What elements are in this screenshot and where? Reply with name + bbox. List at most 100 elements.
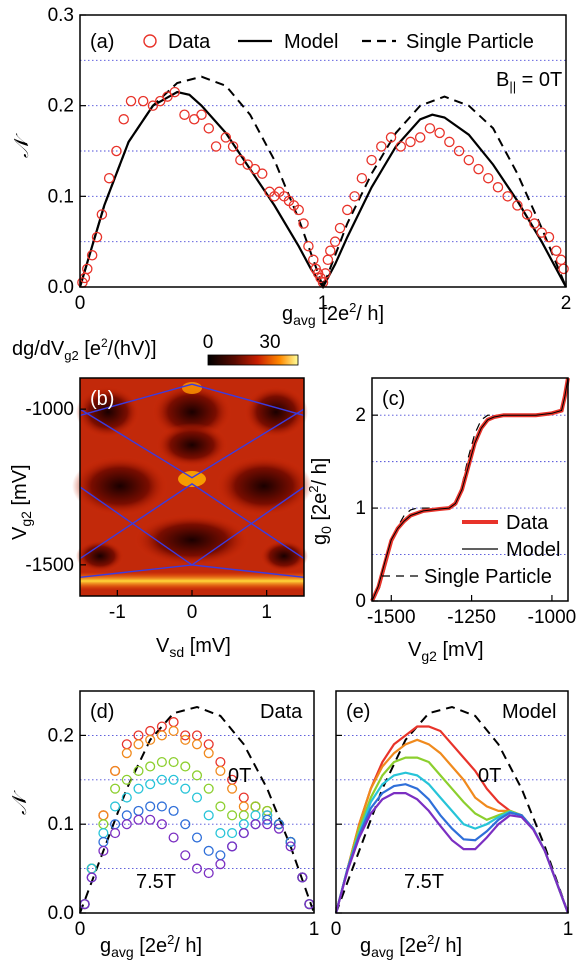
panel-d-data-point xyxy=(203,810,214,821)
panel-a-ytick-label-3: 0.3 xyxy=(48,5,74,26)
panel-d-data-point xyxy=(180,819,191,830)
panel-e-xtick-label-0: 0 xyxy=(331,919,342,940)
panel-a-data-point xyxy=(91,231,103,243)
panel-b-dark-diamond-1 xyxy=(76,386,140,438)
panel-d-ytick-label-2: 0.2 xyxy=(48,725,74,746)
panel-b-overlay-line-0 xyxy=(79,408,305,479)
panel-c-legend-single: Single Particle xyxy=(424,566,552,588)
panel-b-colorbar-max: 30 xyxy=(259,332,280,353)
panel-c-legend-data: Data xyxy=(506,512,549,534)
panel-b-xlabel: Vsd [mV] xyxy=(156,635,231,660)
panel-a-data-point xyxy=(235,154,246,166)
panel-b-overlay-line-3 xyxy=(79,383,193,417)
panel-d-data-point xyxy=(133,765,144,776)
panel-a-ytick-label-1: 0.1 xyxy=(48,186,74,207)
panel-c-xtick-label-1: -1250 xyxy=(447,607,496,628)
panel-d-data-point xyxy=(110,828,121,839)
panel-a-data-point xyxy=(203,123,215,134)
panel-a-data-point xyxy=(242,159,253,170)
panel-d-data-point xyxy=(180,783,191,794)
panel-d-data-point xyxy=(297,872,308,883)
panel-a-ticks: 0 1 2 0.0 0.1 0.2 0.3 xyxy=(48,5,572,314)
panel-d-data-point xyxy=(133,805,144,816)
panel-e-label-bottom: 7.5T xyxy=(404,871,444,893)
panel-a-data-point xyxy=(385,132,397,143)
panel-b-overlay-line-4 xyxy=(191,383,305,417)
panel-a-data-point xyxy=(555,254,567,266)
panel-c-xlabel: Vg2 [mV] xyxy=(408,639,484,664)
panel-c: -1500 -1250 -1000 0 1 2 (c) Data Model Single… xyxy=(306,377,577,664)
panel-a-data-point xyxy=(179,109,190,120)
panel-a-xlabel: gavg [2e2/ h] xyxy=(282,300,384,328)
panel-b-dark-diamond-3 xyxy=(244,386,308,438)
panel-c-ytick-label-0: 0 xyxy=(355,591,366,612)
panel-a-data-point xyxy=(137,95,149,107)
panel-a: 0 1 2 0.0 0.1 0.2 0.3 (a) Data Model Single Pa… xyxy=(11,5,571,328)
panel-a-data-point xyxy=(96,209,108,220)
panel-c-xtick-label-2: -1000 xyxy=(528,607,577,628)
panel-d-data-point xyxy=(191,832,203,843)
panel-b-dark-diamond-9 xyxy=(260,540,308,572)
panel-d-label-top: 0T xyxy=(228,765,251,787)
panel-d-data-point xyxy=(191,863,203,874)
panel-d-data-point xyxy=(215,765,226,776)
panel-c-gridlines xyxy=(372,414,568,555)
panel-d-data-point xyxy=(133,739,144,750)
panel-a-single-particle-line xyxy=(79,75,567,290)
panel-d-data-point xyxy=(121,774,132,785)
panel-d-data-point xyxy=(156,774,167,785)
panel-a-data-point xyxy=(86,250,98,261)
panel-a-xtick-label-1: 1 xyxy=(318,293,329,314)
panel-b-bright-band xyxy=(80,572,304,590)
panel-d-data-point xyxy=(180,734,191,745)
panel-d-data-point xyxy=(145,814,156,825)
panel-d-data-point xyxy=(98,810,109,821)
panel-d-data-point xyxy=(121,810,132,821)
panel-d-data-point xyxy=(168,717,179,728)
panel-a-data-point xyxy=(521,209,533,220)
panel-b-label: (b) xyxy=(90,388,114,410)
panel-b-dark-diamond-8 xyxy=(76,540,124,572)
panel-a-data-point xyxy=(366,154,377,166)
panel-d-data-point xyxy=(227,810,238,821)
panel-b-colorbar-min: 0 xyxy=(203,332,214,353)
panel-a-data-point xyxy=(118,114,129,125)
panel-d-data-point xyxy=(215,850,226,861)
panel-a-data-point xyxy=(502,191,513,202)
panel-c-xtick-label-0: -1500 xyxy=(367,607,416,628)
panel-a-data-point xyxy=(334,222,346,234)
panel-d-data-point xyxy=(168,832,179,843)
panel-a-data-point xyxy=(249,163,261,175)
panel-e-label-top: 0T xyxy=(478,765,501,787)
panel-a-data-point xyxy=(256,168,268,179)
panel-d-data-point xyxy=(121,792,132,803)
panel-d-reference-curve xyxy=(79,705,315,914)
panel-b-colorbar xyxy=(207,354,299,366)
panel-a-single-particle-curve xyxy=(79,75,567,290)
panel-d-data-point xyxy=(110,783,121,794)
panel-a-data-point xyxy=(356,172,368,184)
panel-b-bright-spot-2 xyxy=(182,382,202,394)
panel-b-heatmap xyxy=(72,378,312,596)
panel-a-data-point xyxy=(482,172,494,184)
panel-d-xtick-label-1: 1 xyxy=(309,919,320,940)
panel-a-data-point xyxy=(303,240,314,252)
panel-a-data-point xyxy=(220,132,232,143)
panel-c-label: (c) xyxy=(382,388,405,410)
panel-d-data-point xyxy=(79,899,90,910)
panel-a-data-point xyxy=(414,132,426,143)
panel-e-frame xyxy=(335,690,569,914)
panel-d-ytick-label-1: 0.1 xyxy=(48,814,74,835)
panel-d-data-point xyxy=(227,828,238,839)
panel-d-frame xyxy=(79,690,315,914)
panel-d-data-point xyxy=(121,739,132,750)
panel-a-data-point xyxy=(395,141,407,152)
panel-a-model-curve xyxy=(78,90,567,290)
panel-d-data-point xyxy=(238,801,249,812)
panel-d-data-point xyxy=(168,756,179,768)
panel-a-ylabel: 𝒩 xyxy=(11,133,33,158)
panel-d-data-point xyxy=(145,761,156,772)
panel-e-model-line-2 xyxy=(334,756,570,914)
